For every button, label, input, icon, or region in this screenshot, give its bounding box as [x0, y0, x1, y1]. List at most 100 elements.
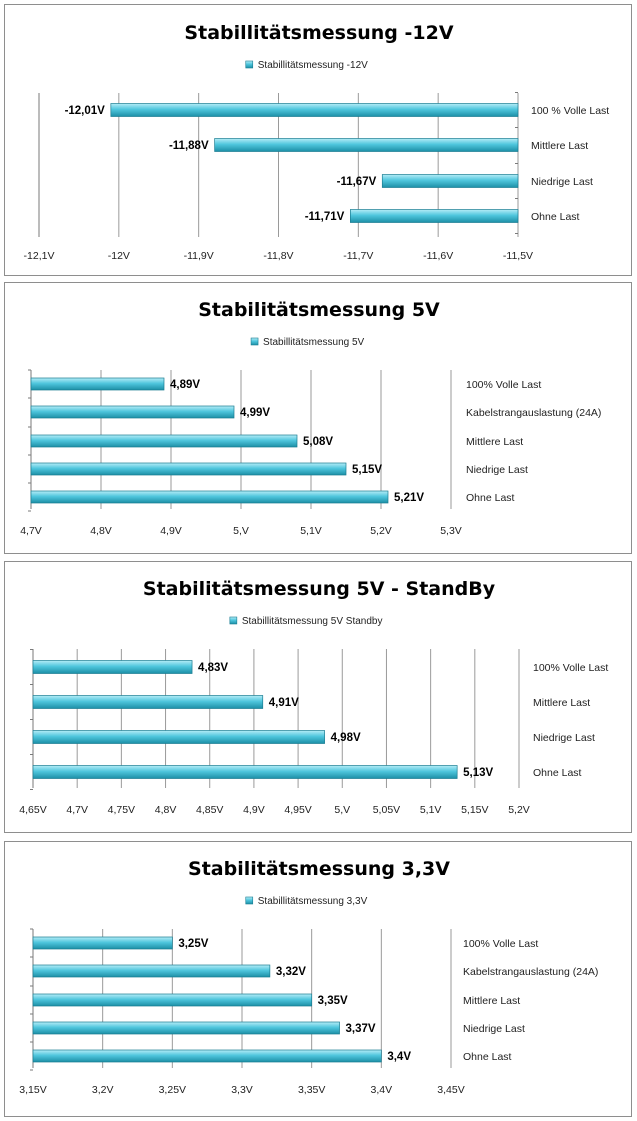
x-tick-label: 3,3V [231, 1084, 253, 1096]
x-tick-label: 4,75V [108, 804, 135, 816]
x-tick-label: -11,5V [503, 250, 533, 262]
legend-swatch [229, 616, 238, 625]
legend-swatch [245, 896, 254, 905]
x-tick-label: -11,8V [263, 250, 293, 262]
category-label: Ohne Last [463, 1051, 512, 1063]
data-label: 5,21V [394, 492, 424, 504]
bar [32, 765, 458, 779]
data-label: 4,89V [170, 379, 200, 391]
category-label: Niedrige Last [463, 1023, 525, 1035]
bar [30, 377, 165, 391]
bar [32, 936, 173, 950]
bar [110, 103, 519, 117]
data-label: 5,15V [352, 464, 382, 476]
x-tick-label: 3,45V [437, 1084, 464, 1096]
legend-label: Stabillitätsmessung -12V [258, 60, 368, 71]
legend-label: Stabillitätsmessung 3,3V [258, 896, 368, 907]
data-label: 3,4V [387, 1051, 411, 1063]
x-tick-label: 5,15V [461, 804, 488, 816]
bar [30, 462, 347, 476]
bar [32, 1021, 340, 1035]
category-label: Kabelstrangauslastung (24A) [466, 407, 601, 419]
category-label: Ohne Last [531, 211, 580, 223]
bar [32, 993, 313, 1007]
x-tick-label: -12,1V [24, 250, 55, 262]
x-tick-label: 3,15V [19, 1084, 46, 1096]
chart-panel-minus12v: Stabillitätsmessung -12V Stabillitätsmess… [4, 4, 632, 276]
x-tick-label: 5,05V [373, 804, 400, 816]
x-tick-label: -11,6V [423, 250, 453, 262]
x-tick-label: 4,9V [243, 804, 265, 816]
bar [381, 174, 519, 188]
data-label: 3,32V [276, 966, 306, 978]
chart-title: Stabilitätsmessung 5V - StandBy [143, 578, 496, 600]
x-tick-label: 5,1V [420, 804, 442, 816]
data-label: 4,83V [198, 662, 228, 674]
x-tick-label: 4,65V [19, 804, 46, 816]
legend-label: Stabillitätsmessung 5V [263, 337, 364, 348]
category-label: Niedrige Last [533, 732, 595, 744]
chart-3v3: Stabilitätsmessung 3,3V Stabillitätsmessu… [19, 858, 598, 1096]
bar [32, 660, 193, 674]
bar [32, 964, 271, 978]
bar [30, 490, 389, 504]
data-label: 4,98V [331, 732, 361, 744]
category-label: Mittlere Last [531, 140, 588, 152]
bar [350, 209, 519, 223]
category-label: Mittlere Last [466, 436, 523, 448]
x-tick-label: 4,7V [20, 525, 42, 537]
category-label: Niedrige Last [531, 176, 593, 188]
x-tick-label: 3,4V [371, 1084, 393, 1096]
category-label: Ohne Last [466, 492, 515, 504]
legend-swatch [245, 60, 254, 69]
x-tick-label: 5,2V [508, 804, 530, 816]
x-tick-label: 3,25V [159, 1084, 186, 1096]
x-tick-label: 3,35V [298, 1084, 325, 1096]
bar [214, 138, 519, 152]
bar [32, 695, 264, 709]
bar [32, 730, 325, 744]
x-tick-label: 4,7V [66, 804, 88, 816]
category-label: Mittlere Last [463, 995, 520, 1007]
x-tick-label: 5,3V [440, 525, 462, 537]
category-label: Mittlere Last [533, 697, 590, 709]
chart-5v: Stabilitätsmessung 5V Stabillitätsmessung… [20, 299, 601, 537]
data-label: 5,08V [303, 436, 333, 448]
x-tick-label: 4,85V [196, 804, 223, 816]
category-label: Ohne Last [533, 767, 582, 779]
chart-5v-standby: Stabilitätsmessung 5V - StandBy Stabillit… [19, 578, 608, 816]
bar [32, 1049, 382, 1063]
data-label: 3,25V [178, 938, 208, 950]
chart-minus12v: Stabillitätsmessung -12V Stabillitätsmess… [24, 22, 610, 262]
chart-panel-5v-standby: Stabilitätsmessung 5V - StandBy Stabillit… [4, 561, 632, 833]
chart-title: Stabilitätsmessung 3,3V [188, 858, 450, 880]
data-label: -11,71V [305, 211, 345, 223]
chart-panel-3v3: Stabilitätsmessung 3,3V Stabillitätsmessu… [4, 841, 632, 1117]
data-label: 3,35V [318, 995, 348, 1007]
x-tick-label: 4,95V [284, 804, 311, 816]
data-label: 5,13V [463, 767, 493, 779]
x-tick-label: 3,2V [92, 1084, 114, 1096]
category-label: 100 % Volle Last [531, 105, 609, 117]
x-tick-label: 5,V [334, 804, 350, 816]
data-label: 3,37V [346, 1023, 376, 1035]
data-label: -11,67V [337, 176, 377, 188]
category-label: Kabelstrangauslastung (24A) [463, 966, 598, 978]
x-tick-label: 5,V [233, 525, 249, 537]
chart-title: Stabilitätsmessung 5V [198, 299, 440, 321]
data-label: -12,01V [65, 105, 106, 117]
x-tick-label: 5,2V [370, 525, 392, 537]
category-label: 100% Volle Last [466, 379, 541, 391]
x-tick-label: 4,8V [90, 525, 112, 537]
legend-label: Stabillitätsmessung 5V Standby [242, 616, 383, 627]
data-label: 4,99V [240, 407, 270, 419]
category-label: 100% Volle Last [533, 662, 608, 674]
bar [30, 405, 235, 419]
x-tick-label: 5,1V [300, 525, 322, 537]
x-tick-label: -11,9V [184, 250, 214, 262]
data-label: -11,88V [169, 140, 209, 152]
category-label: 100% Volle Last [463, 938, 538, 950]
chart-title: Stabillitätsmessung -12V [184, 22, 453, 44]
chart-panel-5v: Stabilitätsmessung 5V Stabillitätsmessung… [4, 282, 632, 554]
data-label: 4,91V [269, 697, 299, 709]
